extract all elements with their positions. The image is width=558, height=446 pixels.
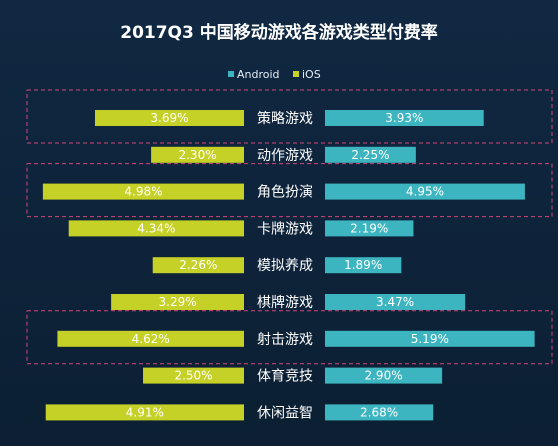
- data-label-android: 1.89%: [344, 258, 382, 272]
- bar-ios: [57, 330, 244, 347]
- bar-android: [325, 110, 484, 126]
- highlight-box: [26, 310, 553, 365]
- bar-android: [325, 220, 414, 237]
- bar-ios: [45, 404, 244, 421]
- data-label-android: 2.68%: [360, 405, 398, 419]
- category-label: 动作游戏: [257, 148, 313, 164]
- data-label-android: 2.25%: [351, 148, 389, 162]
- data-label-android: 5.19%: [411, 332, 449, 346]
- category-label: 体育竞技: [257, 368, 313, 385]
- category-label: 角色扮演: [257, 184, 313, 201]
- bar-ios: [143, 367, 244, 384]
- data-label-android: 4.95%: [406, 185, 444, 199]
- data-label-android: 3.93%: [385, 111, 423, 125]
- bar-android: [325, 294, 466, 310]
- highlight-box: [26, 89, 553, 144]
- bar-ios: [111, 294, 244, 310]
- bar-ios: [152, 257, 244, 274]
- data-label-android: 3.47%: [376, 295, 414, 309]
- bar-ios: [94, 110, 244, 126]
- highlight-boxes: [26, 89, 553, 365]
- data-label-android: 2.90%: [364, 369, 402, 383]
- data-label-ios: 4.34%: [137, 221, 175, 235]
- legend-label-ios: iOS: [302, 68, 321, 81]
- data-label-ios: 2.50%: [174, 369, 212, 383]
- legend-swatch-android: [228, 71, 234, 77]
- category-label: 模拟养成: [257, 258, 313, 274]
- bar-android: [325, 257, 402, 274]
- bar-android: [325, 367, 443, 384]
- bar-ios: [42, 183, 245, 200]
- highlight-box: [26, 163, 553, 218]
- data-label-ios: 2.26%: [179, 258, 217, 272]
- legend: Android iOS: [228, 68, 321, 81]
- data-label-ios: 4.62%: [132, 332, 170, 346]
- legend-swatch-ios: [293, 71, 299, 77]
- bars-layer: 3.69% 3.93% 策略游戏 2.30% 2.25% 动作游戏 4.98% 4.95% 角色…: [42, 110, 535, 421]
- bar-android: [325, 330, 535, 347]
- data-label-ios: 4.98%: [124, 185, 162, 199]
- category-label: 策略游戏: [257, 110, 313, 127]
- bar-android: [325, 404, 434, 421]
- category-label: 棋牌游戏: [257, 294, 313, 311]
- category-label: 休闲益智: [257, 405, 313, 421]
- bar-android: [325, 183, 525, 200]
- category-label: 卡牌游戏: [257, 220, 313, 237]
- bar-ios: [68, 220, 244, 237]
- data-label-android: 2.19%: [350, 221, 388, 235]
- data-label-ios: 2.30%: [178, 148, 216, 162]
- bar-ios: [151, 146, 244, 163]
- data-label-ios: 4.91%: [126, 405, 164, 419]
- chart-title: 2017Q3 中国移动游戏各游戏类型付费率: [120, 22, 438, 43]
- data-label-ios: 3.69%: [150, 111, 188, 125]
- data-label-ios: 3.29%: [159, 295, 197, 309]
- category-label: 射击游戏: [257, 332, 313, 348]
- bar-android: [325, 146, 416, 163]
- legend-label-android: Android: [237, 68, 280, 81]
